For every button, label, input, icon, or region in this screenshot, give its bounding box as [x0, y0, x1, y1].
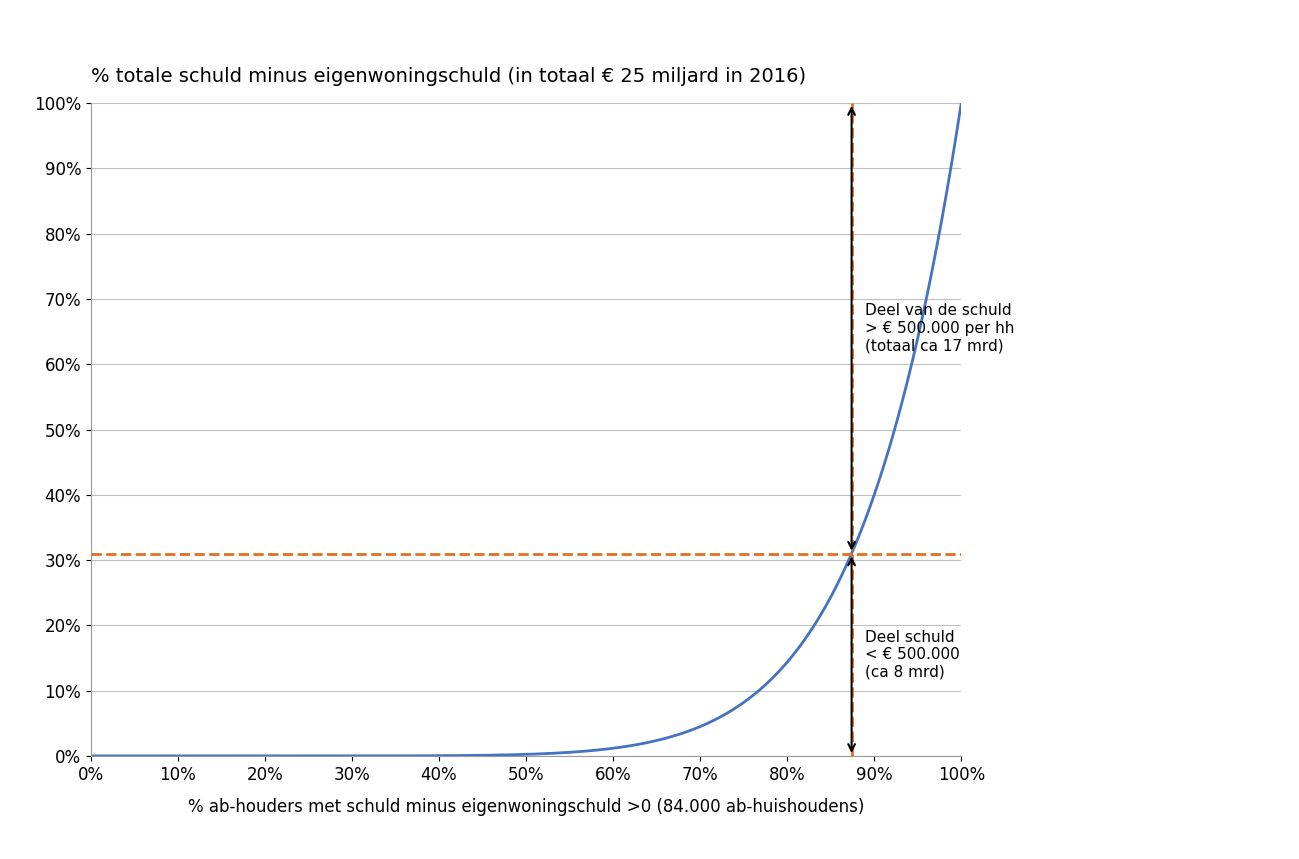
Text: Deel schuld
< € 500.000
(ca 8 mrd): Deel schuld < € 500.000 (ca 8 mrd)	[865, 630, 960, 679]
Text: Deel van de schuld
> € 500.000 per hh
(totaal ca 17 mrd): Deel van de schuld > € 500.000 per hh (t…	[865, 303, 1015, 353]
X-axis label: % ab-houders met schuld minus eigenwoningschuld >0 (84.000 ab-huishoudens): % ab-houders met schuld minus eigenwonin…	[188, 797, 864, 815]
Text: % totale schuld minus eigenwoningschuld (in totaal € 25 miljard in 2016): % totale schuld minus eigenwoningschuld …	[91, 67, 807, 86]
